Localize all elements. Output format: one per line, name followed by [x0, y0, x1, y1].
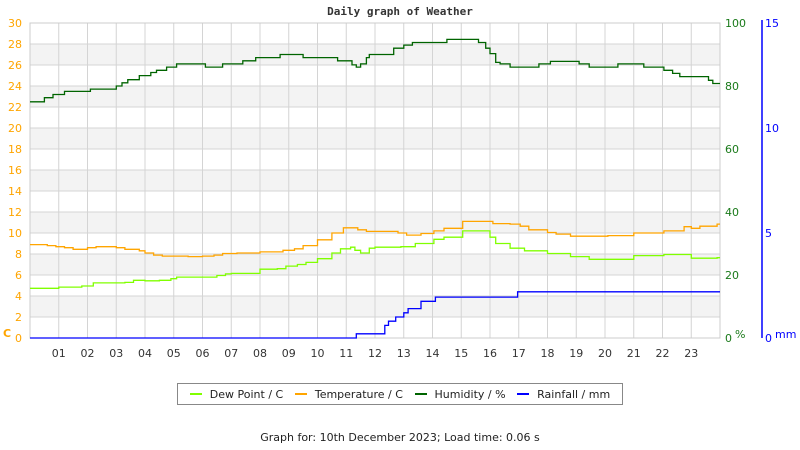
legend-label: Temperature / C: [314, 387, 403, 401]
chart-title: Daily graph of Weather: [327, 5, 473, 18]
y-tick-label-rain: 5: [765, 227, 772, 240]
x-tick-label: 22: [656, 347, 670, 360]
legend-swatch: [414, 393, 427, 395]
legend-item-temperature: Temperature / C: [294, 387, 403, 401]
y-tick-label-humidity: 80: [725, 80, 739, 93]
x-tick-label: 20: [598, 347, 612, 360]
legend: Dew Point / C Temperature / C Humidity /…: [177, 383, 623, 405]
x-tick-label: 11: [339, 347, 353, 360]
legend-label: Dew Point / C: [209, 387, 284, 401]
legend-item-rainfall: Rainfall / mm: [517, 388, 610, 401]
series-line-rain: [30, 291, 720, 339]
series-line-temp: [30, 220, 720, 258]
legend-swatch: [294, 393, 307, 395]
y-tick-label-humidity: 100: [725, 17, 746, 30]
x-tick-label: 16: [483, 347, 497, 360]
left-axis-unit: C: [3, 327, 11, 340]
y-tick-label-left: 0: [15, 332, 22, 345]
x-tick-label: 10: [311, 347, 325, 360]
x-tick-label: 19: [569, 347, 583, 360]
series-line-dew: [30, 230, 720, 289]
y-tick-label-left: 10: [8, 227, 22, 240]
y-tick-label-rain: 0: [765, 332, 772, 345]
x-tick-label: 09: [282, 347, 296, 360]
y-tick-label-rain: 15: [765, 17, 779, 30]
legend-item-dew-point: Dew Point / C: [189, 387, 284, 401]
x-tick-label: 05: [167, 347, 181, 360]
y-tick-label-left: 16: [8, 164, 22, 177]
legend-label: Humidity / %: [434, 387, 506, 401]
y-tick-label-left: 24: [8, 80, 22, 93]
series-line-hum: [30, 38, 720, 103]
x-tick-label: 21: [627, 347, 641, 360]
humidity-axis-unit: %: [735, 328, 745, 341]
x-tick-label: 17: [512, 347, 526, 360]
plot-border: [29, 22, 721, 339]
y-tick-label-left: 18: [8, 143, 22, 156]
y-tick-label-left: 4: [15, 290, 22, 303]
x-tick-label: 04: [138, 347, 152, 360]
y-tick-label-humidity: 0: [725, 332, 732, 345]
y-tick-label-left: 26: [8, 59, 22, 72]
y-tick-label-left: 6: [15, 269, 22, 282]
y-tick-label-left: 28: [8, 38, 22, 51]
y-tick-label-humidity: 40: [725, 206, 739, 219]
y-tick-label-left: 30: [8, 17, 22, 30]
y-tick-label-left: 2: [15, 311, 22, 324]
x-tick-label: 08: [253, 347, 267, 360]
x-tick-label: 23: [684, 347, 698, 360]
rain-axis-unit: mm: [775, 328, 796, 341]
legend-label: Rainfall / mm: [537, 387, 611, 401]
x-tick-label: 14: [426, 347, 440, 360]
legend-swatch: [517, 393, 530, 395]
x-tick-label: 07: [224, 347, 238, 360]
y-tick-label-left: 8: [15, 248, 22, 261]
y-tick-label-left: 14: [8, 185, 22, 198]
y-tick-label-humidity: 20: [725, 269, 739, 282]
x-tick-label: 02: [81, 347, 95, 360]
y-tick-label-left: 20: [8, 122, 22, 135]
x-tick-label: 18: [541, 347, 555, 360]
x-tick-label: 12: [368, 347, 382, 360]
x-tick-label: 13: [397, 347, 411, 360]
legend-item-humidity: Humidity / %: [414, 387, 506, 401]
y-tick-label-left: 22: [8, 101, 22, 114]
y-tick-label-rain: 10: [765, 122, 779, 135]
x-tick-label: 03: [109, 347, 123, 360]
y-tick-label-left: 12: [8, 206, 22, 219]
y-tick-label-humidity: 60: [725, 143, 739, 156]
footer-info: Graph for: 10th December 2023; Load time…: [260, 431, 540, 444]
x-tick-label: 06: [196, 347, 210, 360]
legend-swatch: [189, 393, 202, 395]
x-tick-label: 01: [52, 347, 66, 360]
x-tick-label: 15: [454, 347, 468, 360]
